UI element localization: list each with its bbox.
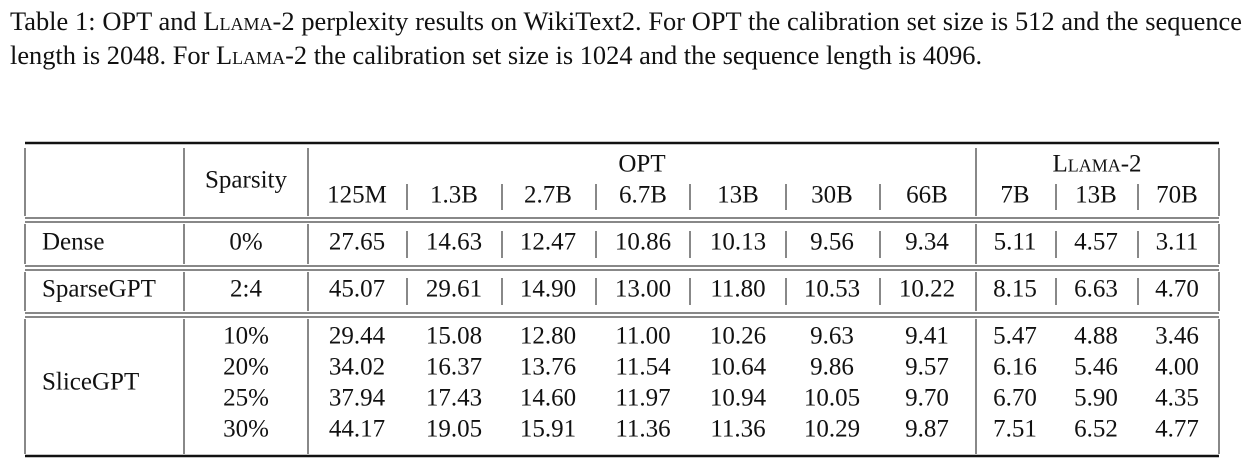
value-cell: 8.15 xyxy=(993,276,1037,303)
header-model: 70B xyxy=(1156,182,1198,209)
value-cell: 5.90 xyxy=(1074,385,1118,412)
value-cell: 3.11 xyxy=(1156,229,1199,256)
value-cell: 14.63 xyxy=(426,229,482,256)
value-cell: 4.57 xyxy=(1074,229,1118,256)
value-cell: 9.63 xyxy=(810,323,854,350)
value-cell: 11.36 xyxy=(710,416,765,443)
header-model: 7B xyxy=(1000,182,1029,209)
value-cell: 11.36 xyxy=(615,416,670,443)
value-cell: 10.26 xyxy=(710,323,766,350)
value-cell: 10.22 xyxy=(899,276,955,303)
value-cell: 6.16 xyxy=(993,354,1037,381)
value-cell: 12.80 xyxy=(520,323,576,350)
value-cell: 27.65 xyxy=(329,229,385,256)
value-cell: 3.46 xyxy=(1155,323,1199,350)
value-cell: 6.52 xyxy=(1074,416,1118,443)
header-model: 13B xyxy=(717,182,759,209)
value-cell: 10.94 xyxy=(710,385,767,412)
value-cell: 5.11 xyxy=(994,229,1037,256)
value-cell: 37.94 xyxy=(329,385,386,412)
caption: Table 1: OPT and Llama-2 perplexity resu… xyxy=(10,4,1242,72)
header-sparsity: Sparsity xyxy=(205,167,287,194)
value-cell: 11.54 xyxy=(615,354,671,381)
value-cell: 10.29 xyxy=(804,416,860,443)
sparsity-cell: 10% xyxy=(223,323,269,350)
value-cell: 29.44 xyxy=(329,323,386,350)
value-cell: 4.35 xyxy=(1155,385,1199,412)
caption-model-name: Llama-2 xyxy=(216,40,308,70)
value-cell: 5.47 xyxy=(993,323,1037,350)
value-cell: 29.61 xyxy=(426,276,482,303)
method-label: Dense xyxy=(42,229,104,256)
value-cell: 9.87 xyxy=(905,416,949,443)
caption-model-name: Llama-2 xyxy=(203,6,295,36)
value-cell: 12.47 xyxy=(520,229,576,256)
value-cell: 4.77 xyxy=(1155,416,1199,443)
sparsity-cell: 30% xyxy=(223,416,269,443)
value-cell: 17.43 xyxy=(426,385,482,412)
sparsity-cell: 25% xyxy=(223,385,269,412)
header-model: 125M xyxy=(327,182,387,209)
value-cell: 10.53 xyxy=(804,276,860,303)
value-cell: 45.07 xyxy=(329,276,385,303)
caption-text: the calibration set size is 1024 and the… xyxy=(307,40,983,70)
method-label: SliceGPT xyxy=(42,369,139,396)
value-cell: 6.70 xyxy=(993,385,1037,412)
value-cell: 4.70 xyxy=(1155,276,1199,303)
header-model: 2.7B xyxy=(524,182,572,209)
value-cell: 7.51 xyxy=(993,416,1037,443)
value-cell: 11.00 xyxy=(615,323,670,350)
value-cell: 34.02 xyxy=(329,354,385,381)
caption-text: perplexity results on WikiText2. For OPT… xyxy=(10,6,1242,70)
value-cell: 10.64 xyxy=(710,354,767,381)
header-model: 66B xyxy=(906,182,948,209)
value-cell: 19.05 xyxy=(426,416,482,443)
value-cell: 14.90 xyxy=(520,276,576,303)
value-cell: 14.60 xyxy=(520,385,576,412)
value-cell: 9.34 xyxy=(905,229,949,256)
value-cell: 44.17 xyxy=(329,416,385,443)
value-cell: 16.37 xyxy=(426,354,482,381)
value-cell: 4.00 xyxy=(1155,354,1199,381)
value-cell: 11.80 xyxy=(710,276,765,303)
caption-text: Table 1: OPT and xyxy=(10,6,204,36)
value-cell: 15.08 xyxy=(426,323,482,350)
header-model: 30B xyxy=(811,182,853,209)
sparsity-cell: 0% xyxy=(229,229,262,256)
sparsity-cell: 2:4 xyxy=(230,276,262,303)
header-model: 13B xyxy=(1075,182,1117,209)
value-cell: 9.56 xyxy=(810,229,854,256)
value-cell: 11.97 xyxy=(615,385,670,412)
value-cell: 6.63 xyxy=(1074,276,1118,303)
value-cell: 9.70 xyxy=(905,385,949,412)
sparsity-cell: 20% xyxy=(223,354,269,381)
header-model: 1.3B xyxy=(430,182,478,209)
value-cell: 9.57 xyxy=(905,354,949,381)
header-model: 6.7B xyxy=(619,182,667,209)
value-cell: 9.41 xyxy=(905,323,949,350)
method-label: SparseGPT xyxy=(42,276,156,303)
value-cell: 10.13 xyxy=(710,229,766,256)
value-cell: 10.86 xyxy=(615,229,671,256)
header-group: OPT xyxy=(618,151,665,178)
header-group: Llama-2 xyxy=(1052,151,1141,178)
value-cell: 5.46 xyxy=(1074,354,1118,381)
value-cell: 4.88 xyxy=(1074,323,1118,350)
value-cell: 13.76 xyxy=(520,354,576,381)
value-cell: 13.00 xyxy=(615,276,671,303)
value-cell: 9.86 xyxy=(810,354,854,381)
value-cell: 15.91 xyxy=(520,416,576,443)
value-cell: 10.05 xyxy=(804,385,860,412)
